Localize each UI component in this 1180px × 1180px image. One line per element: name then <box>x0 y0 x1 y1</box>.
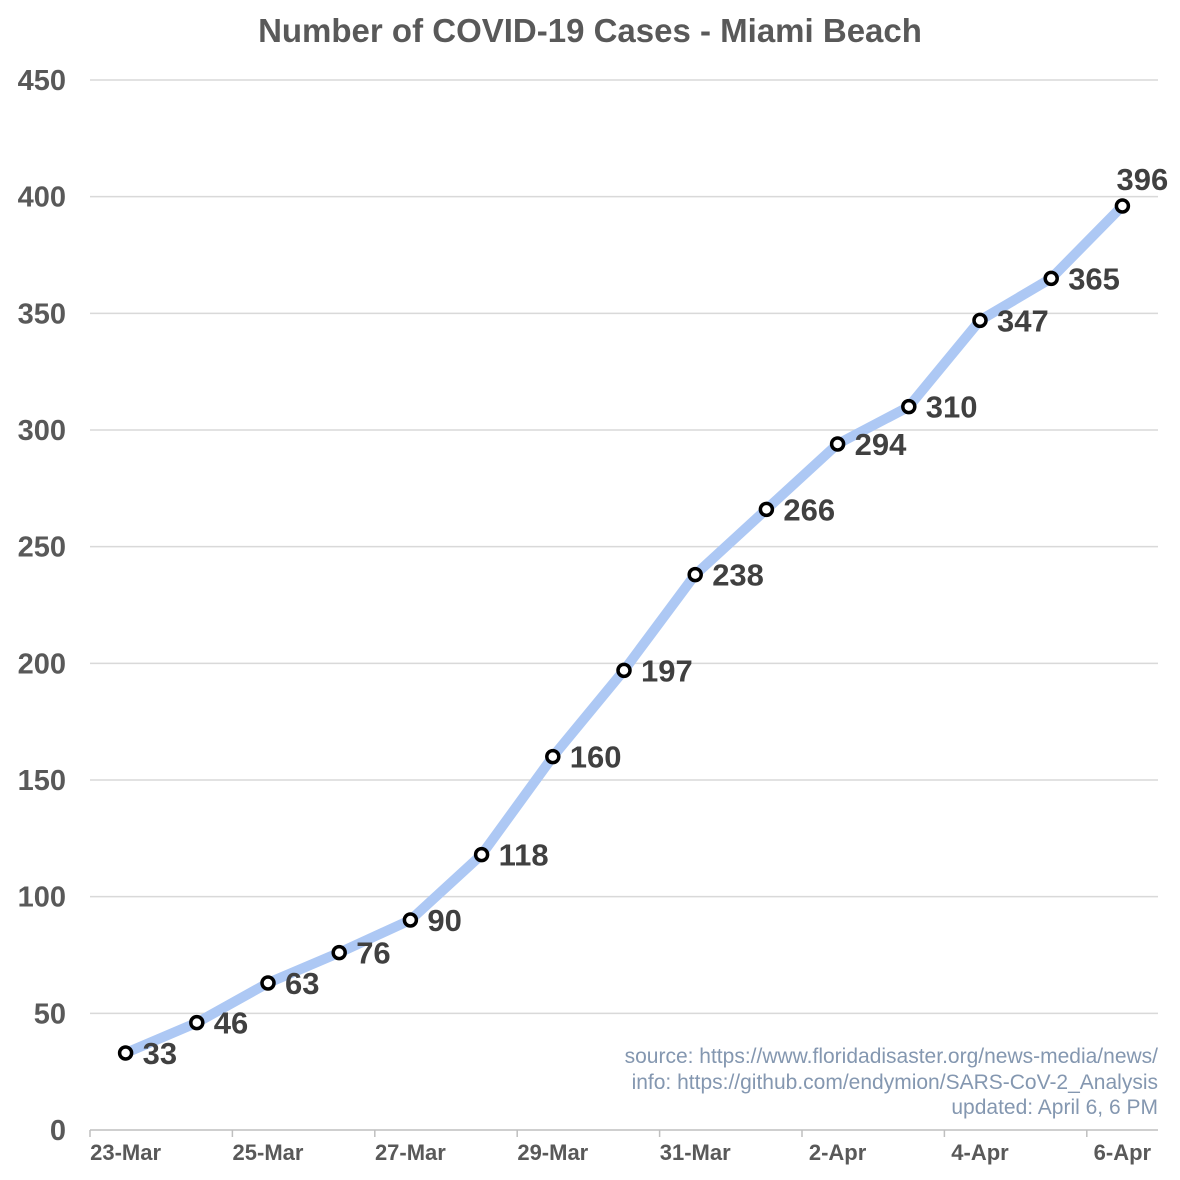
data-point <box>117 1045 134 1061</box>
data-label: 310 <box>926 390 978 425</box>
x-tick-label: 27-Mar <box>375 1140 446 1165</box>
data-point <box>1114 198 1131 214</box>
data-points <box>117 198 1131 1061</box>
data-point <box>616 662 632 679</box>
x-tick-label: 31-Mar <box>660 1140 731 1165</box>
data-label: 90 <box>427 903 461 938</box>
series-area <box>120 201 1128 1058</box>
y-tick-label: 50 <box>34 998 66 1030</box>
data-label: 118 <box>499 838 549 873</box>
data-point <box>687 566 703 583</box>
x-tick-label: 6-Apr <box>1094 1140 1152 1165</box>
data-label: 160 <box>570 740 622 775</box>
data-point <box>545 748 561 765</box>
data-point <box>260 975 276 991</box>
data-label: 197 <box>641 653 693 688</box>
y-tick-label: 250 <box>18 532 66 564</box>
y-tick-label: 350 <box>18 298 66 330</box>
data-label: 33 <box>143 1036 177 1071</box>
y-tick-label: 0 <box>50 1115 66 1147</box>
data-label: 46 <box>214 1006 248 1041</box>
data-labels: 33 46 63 76 90 118 160 197 238 266 294 310 347 365 396 <box>143 162 1169 1071</box>
y-tick-label: 400 <box>18 182 66 214</box>
updated-note: updated: April 6, 6 PM <box>951 1096 1158 1119</box>
y-tick-label: 150 <box>18 765 66 797</box>
y-tick-label: 450 <box>18 65 66 97</box>
data-label: 347 <box>997 303 1049 338</box>
x-tick-label: 4-Apr <box>951 1140 1009 1165</box>
data-label: 76 <box>356 936 390 971</box>
x-tick-label: 25-Mar <box>233 1140 304 1165</box>
x-tick-label: 2-Apr <box>809 1140 867 1165</box>
x-tick-label: 29-Mar <box>517 1140 588 1165</box>
y-axis: 0 50 100 150 200 250 300 350 400 450 <box>18 65 66 1147</box>
data-point <box>189 1014 205 1031</box>
series-line <box>120 201 1128 1058</box>
x-axis: 23-Mar 25-Mar 27-Mar 29-Mar 31-Mar 2-Apr 4-Apr… <box>89 1129 1158 1165</box>
data-point <box>829 436 846 452</box>
source-note: source: https://www.floridadisaster.org/… <box>625 1045 1159 1068</box>
data-label: 238 <box>712 558 764 593</box>
data-label: 294 <box>855 427 907 462</box>
data-point <box>473 846 490 863</box>
y-tick-label: 100 <box>18 882 66 914</box>
x-tick-label: 23-Mar <box>90 1140 161 1165</box>
data-label: 365 <box>1068 261 1120 296</box>
data-point <box>901 398 917 415</box>
data-point <box>758 501 775 518</box>
y-tick-label: 300 <box>18 415 66 447</box>
data-label: 266 <box>783 492 835 527</box>
y-tick-label: 200 <box>18 648 66 680</box>
chart-title: Number of COVID-19 Cases - Miami Beach <box>258 12 922 49</box>
info-note: info: https://github.com/endymion/SARS-C… <box>632 1071 1158 1094</box>
data-point <box>402 912 419 928</box>
gridlines <box>90 79 1158 1015</box>
data-label: 396 <box>1117 162 1169 197</box>
data-point <box>1043 270 1059 287</box>
data-point <box>331 944 347 961</box>
data-label: 63 <box>285 966 319 1001</box>
data-point <box>972 312 988 329</box>
